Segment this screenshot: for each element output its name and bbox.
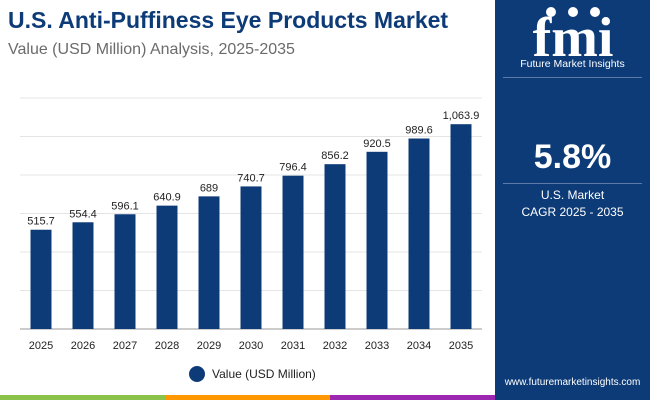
color-segment: [330, 395, 495, 400]
legend-label: Value (USD Million): [212, 367, 316, 381]
cagr-value: 5.8%: [533, 138, 612, 176]
data-label: 689: [200, 182, 218, 194]
x-tick-label: 2027: [113, 340, 137, 352]
x-tick-label: 2028: [155, 340, 179, 352]
data-label: 515.7: [27, 216, 55, 228]
bar: [72, 222, 94, 329]
website-link[interactable]: www.futuremarketinsights.com: [504, 377, 641, 388]
color-segment: [165, 395, 330, 400]
bar: [114, 214, 136, 329]
chart-legend: Value (USD Million): [189, 366, 316, 382]
data-label: 596.1: [111, 200, 139, 212]
data-label: 640.9: [153, 192, 181, 204]
bar: [156, 205, 178, 329]
data-label: 920.5: [363, 138, 391, 150]
divider: [503, 183, 642, 184]
bar: [240, 186, 262, 329]
bar: [366, 151, 388, 329]
divider: [503, 77, 642, 78]
x-tick-label: 2035: [449, 340, 473, 352]
data-label: 740.7: [237, 172, 265, 184]
side-panel: fmi Future Market Insights 5.8% U.S. Mar…: [495, 0, 650, 400]
data-label: 989.6: [405, 125, 433, 137]
x-tick-label: 2025: [29, 340, 53, 352]
x-tick-label: 2034: [407, 340, 431, 352]
chart-title: U.S. Anti-Puffiness Eye Products Market: [8, 7, 449, 33]
data-label: 554.4: [69, 208, 97, 220]
bar: [282, 175, 304, 329]
bar: [450, 124, 472, 329]
bar: [408, 138, 430, 329]
x-tick-label: 2030: [239, 340, 263, 352]
fmi-logo: fmi: [533, 7, 613, 60]
color-segment: [0, 395, 165, 400]
logo-text: Future Market Insights: [520, 58, 625, 70]
bottom-color-bar: [0, 395, 495, 400]
x-tick-label: 2031: [281, 340, 305, 352]
legend-swatch: [189, 366, 205, 382]
chart-subtitle: Value (USD Million) Analysis, 2025-2035: [8, 41, 295, 58]
cagr-region: U.S. Market: [540, 188, 605, 202]
bar: [198, 196, 220, 329]
data-label: 856.2: [321, 150, 349, 162]
x-tick-label: 2032: [323, 340, 347, 352]
x-tick-label: 2026: [71, 340, 95, 352]
x-tick-label: 2029: [197, 340, 221, 352]
x-tick-label: 2033: [365, 340, 389, 352]
bar-chart: 515.7 2025 554.4 2026 596.1 2027 640.9 2028 689 2…: [20, 97, 482, 352]
data-label: 1,063.9: [443, 110, 480, 122]
cagr-period: CAGR 2025 - 2035: [521, 205, 624, 219]
data-label: 796.4: [279, 162, 307, 174]
bar: [30, 229, 52, 329]
bar: [324, 164, 346, 329]
